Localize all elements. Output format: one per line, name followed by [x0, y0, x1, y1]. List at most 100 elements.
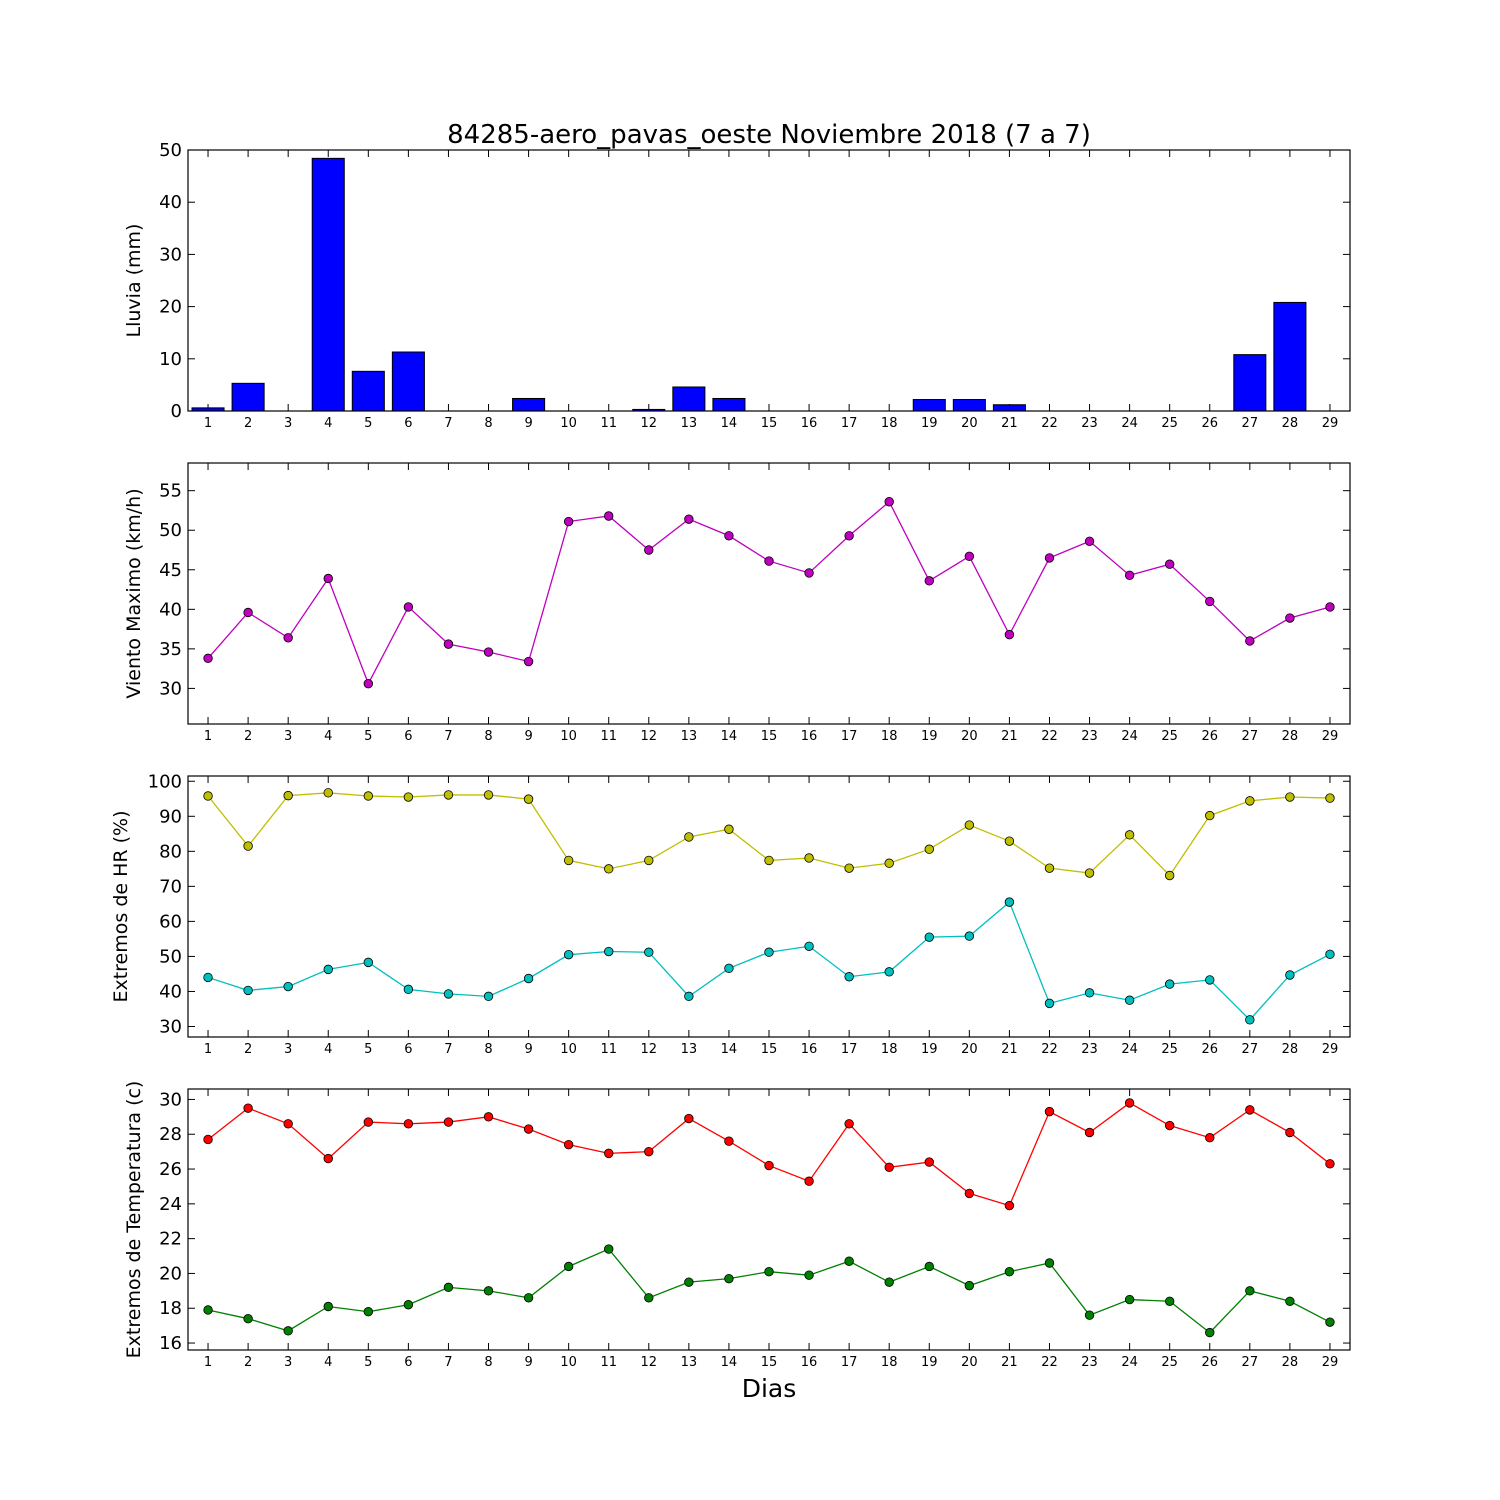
x-tick-label: 6	[404, 729, 412, 744]
x-tick-label: 28	[1282, 729, 1299, 744]
data-point	[1285, 613, 1295, 623]
x-tick-label: 26	[1201, 1042, 1218, 1057]
bar	[391, 351, 425, 412]
x-tick-label: 15	[761, 1355, 778, 1370]
data-point	[964, 820, 975, 830]
x-tick-label: 7	[444, 416, 452, 431]
x-tick-label: 8	[484, 1042, 492, 1057]
x-tick-label: 25	[1161, 416, 1178, 431]
x-tick-label: 24	[1121, 729, 1138, 744]
data-point	[764, 1266, 774, 1277]
data-point	[764, 1160, 774, 1171]
x-tick-label: 5	[364, 729, 372, 744]
x-tick-label: 9	[524, 1355, 532, 1370]
data-point	[884, 1277, 894, 1287]
x-tick-label: 29	[1322, 1042, 1339, 1057]
data-point	[1285, 1296, 1295, 1306]
y-tick-label: 30	[159, 1016, 182, 1037]
data-point	[1004, 897, 1015, 907]
data-point	[724, 963, 734, 974]
x-tick-label: 20	[961, 416, 978, 431]
x-tick-label: 21	[1001, 1355, 1018, 1370]
data-point	[283, 633, 293, 643]
data-point	[764, 855, 774, 866]
x-tick-label: 26	[1201, 416, 1218, 431]
data-point	[884, 967, 894, 977]
bar	[992, 404, 1026, 412]
data-point	[844, 1256, 854, 1266]
data-point	[483, 647, 494, 657]
data-point	[1084, 1127, 1095, 1138]
data-point	[1245, 1015, 1255, 1025]
data-point	[804, 1270, 814, 1280]
data-point	[283, 1326, 293, 1336]
data-point	[1124, 1294, 1135, 1305]
x-tick-label: 11	[600, 729, 617, 744]
data-point	[563, 949, 574, 960]
x-tick-label: 1	[204, 729, 212, 744]
plot-frame	[187, 775, 1351, 1038]
data-point	[804, 853, 814, 863]
x-tick-label: 28	[1282, 416, 1299, 431]
data-point	[1004, 1200, 1015, 1211]
x-tick-label: 10	[560, 729, 577, 744]
plot-frame	[187, 1088, 1351, 1351]
x-tick-label: 16	[801, 729, 818, 744]
data-point	[1325, 602, 1335, 612]
data-point	[924, 932, 934, 942]
data-point	[443, 989, 454, 999]
x-tick-label: 14	[721, 1042, 738, 1057]
data-point	[844, 531, 854, 541]
x-tick-label: 20	[961, 1042, 978, 1057]
x-tick-label: 15	[761, 1042, 778, 1057]
data-point	[363, 678, 374, 689]
data-point	[403, 1300, 414, 1310]
data-point	[403, 792, 414, 802]
data-point	[604, 864, 614, 874]
data-point	[523, 794, 534, 804]
data-point	[1164, 1296, 1175, 1306]
data-point	[1044, 998, 1055, 1009]
data-point	[1205, 975, 1215, 985]
y-tick-label: 40	[159, 192, 182, 213]
y-axis-label: Lluvia (mm)	[123, 224, 145, 338]
x-tick-label: 25	[1161, 1355, 1178, 1370]
x-tick-label: 1	[204, 416, 212, 431]
data-point	[1205, 596, 1215, 607]
x-tick-label: 14	[721, 1355, 738, 1370]
x-tick-label: 21	[1001, 1042, 1018, 1057]
x-tick-label: 29	[1322, 1355, 1339, 1370]
data-point	[1245, 796, 1255, 806]
data-point	[884, 1162, 894, 1173]
data-point	[804, 1176, 814, 1186]
x-tick-label: 5	[364, 1042, 372, 1057]
data-point	[724, 531, 734, 541]
x-tick-label: 5	[364, 416, 372, 431]
data-point	[1325, 793, 1335, 803]
data-point	[243, 1313, 253, 1324]
data-point	[924, 844, 934, 854]
plot-frame	[187, 462, 1351, 725]
data-point	[684, 1113, 694, 1124]
data-point	[1205, 1133, 1215, 1143]
data-point	[1164, 979, 1175, 989]
x-tick-label: 1	[204, 1042, 212, 1057]
y-tick-label: 24	[159, 1194, 182, 1215]
x-tick-label: 14	[721, 729, 738, 744]
data-point	[1084, 868, 1095, 878]
x-tick-label: 29	[1322, 416, 1339, 431]
x-tick-label: 21	[1001, 729, 1018, 744]
data-point	[563, 1139, 574, 1150]
plot-area	[188, 776, 1350, 1037]
data-point	[1124, 1098, 1135, 1108]
plot-area	[188, 150, 1350, 411]
data-point	[764, 947, 774, 957]
x-tick-label: 27	[1242, 729, 1259, 744]
x-tick-label: 1	[204, 1355, 212, 1370]
data-point	[884, 497, 894, 507]
plot-frame	[187, 149, 1351, 412]
y-tick-label: 22	[159, 1229, 182, 1250]
y-tick-label: 50	[159, 520, 182, 541]
x-tick-label: 2	[244, 416, 252, 431]
x-tick-label: 6	[404, 1355, 412, 1370]
